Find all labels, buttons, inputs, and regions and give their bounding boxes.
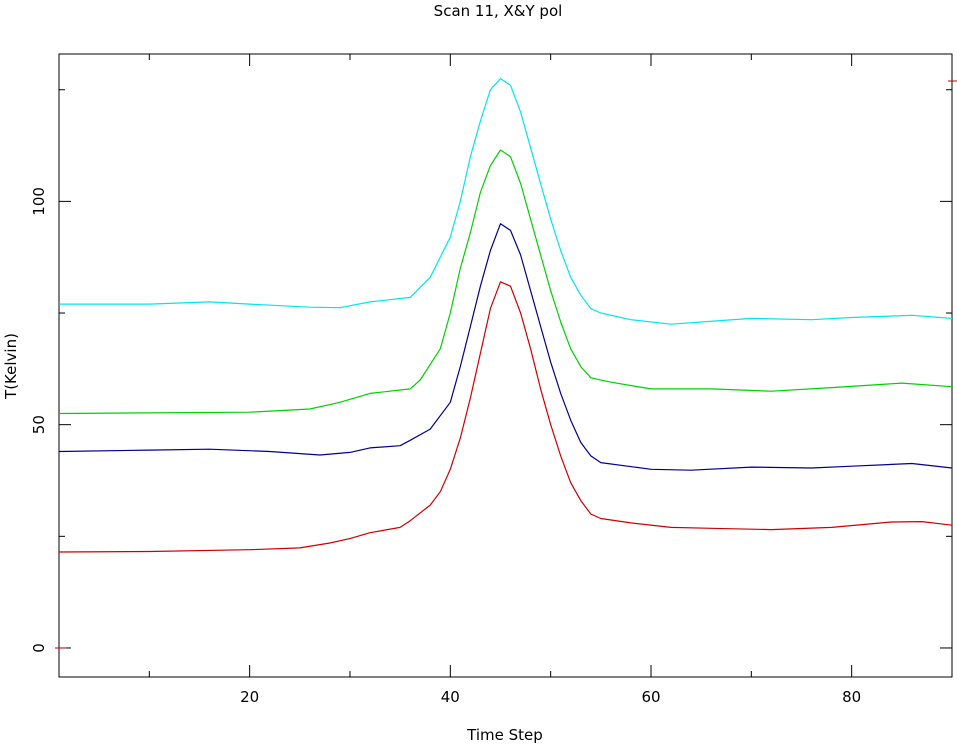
y-tick-label: 0 — [30, 643, 48, 653]
x-tick-labels: 20 40 60 80 — [240, 688, 861, 706]
series-line-2 — [58, 149, 953, 415]
y-tick-label: 100 — [30, 187, 48, 216]
y-tick-label: 50 — [30, 415, 48, 434]
series-line-3 — [58, 223, 953, 471]
x-axis-label: Time Step — [466, 726, 543, 744]
y-tick-labels: 0 50 100 — [30, 187, 48, 653]
x-tick-label: 60 — [641, 688, 660, 706]
axis-ticks — [59, 54, 952, 677]
y-axis-label: T(Kelvin) — [2, 333, 20, 400]
chart-title: Scan 11, X&Y pol — [434, 2, 563, 20]
x-tick-label: 40 — [441, 688, 460, 706]
series-line-4 — [58, 281, 953, 553]
x-tick-label: 20 — [240, 688, 259, 706]
plot-frame — [58, 53, 953, 678]
series-line-1 — [59, 77, 953, 325]
x-tick-label: 80 — [842, 688, 861, 706]
series-lines — [58, 77, 953, 553]
